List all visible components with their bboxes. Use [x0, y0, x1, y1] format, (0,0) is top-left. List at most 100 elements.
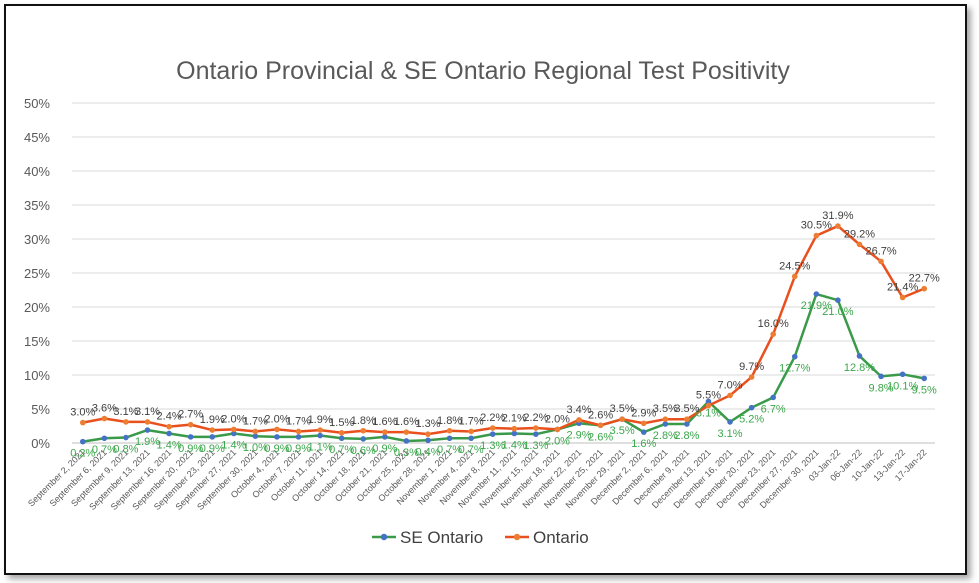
- data-label: 0.3%: [394, 447, 419, 459]
- data-label: 1.7%: [286, 415, 311, 427]
- data-label: 0.2%: [70, 448, 95, 460]
- data-point: [468, 428, 474, 435]
- data-label: 1.3%: [415, 418, 440, 430]
- gridlines: [72, 102, 935, 444]
- data-label: 3.5%: [674, 403, 699, 415]
- data-point: [209, 427, 216, 433]
- data-point: [317, 432, 323, 439]
- data-point: [791, 273, 798, 280]
- data-point: [187, 421, 194, 428]
- data-point: [748, 374, 755, 380]
- data-label: 12.7%: [779, 363, 810, 375]
- data-label: 2.9%: [631, 407, 656, 419]
- data-label: 24.5%: [779, 260, 810, 272]
- legend-label: Ontario: [533, 528, 589, 547]
- data-label: 3.5%: [653, 403, 678, 415]
- data-label: 3.1%: [113, 406, 138, 418]
- data-label: 12.8%: [844, 362, 875, 374]
- data-point: [231, 426, 237, 433]
- data-label: 6.7%: [761, 403, 786, 415]
- data-point: [425, 431, 431, 437]
- data-point: [295, 428, 302, 435]
- data-point: [727, 419, 733, 425]
- y-tick-label: 45%: [24, 130, 50, 145]
- data-label: 26.7%: [865, 245, 896, 257]
- data-point: [231, 430, 237, 437]
- data-point: [403, 438, 410, 444]
- data-point: [727, 392, 733, 399]
- data-point: [382, 429, 388, 435]
- data-point: [295, 434, 302, 440]
- data-label: 1.8%: [351, 415, 376, 427]
- data-point: [360, 427, 367, 434]
- data-label: 0.7%: [437, 444, 462, 456]
- data-label: 1.9%: [135, 436, 160, 448]
- data-label: 21.4%: [887, 281, 918, 293]
- chart-title: Ontario Provincial & SE Ontario Regional…: [176, 57, 790, 85]
- data-label: 2.0%: [545, 413, 570, 425]
- data-point: [813, 232, 820, 239]
- data-label: 1.6%: [372, 416, 397, 428]
- series-lines: [79, 223, 928, 445]
- data-point: [252, 433, 259, 440]
- data-point: [576, 417, 582, 423]
- data-point: [662, 421, 669, 427]
- data-label: 1.5%: [329, 417, 354, 429]
- data-label: 1.7%: [243, 415, 268, 427]
- data-label: 1.0%: [243, 442, 268, 454]
- data-label: 2.1%: [502, 413, 527, 425]
- data-label: 1.9%: [308, 414, 333, 426]
- data-label: 0.7%: [329, 444, 354, 456]
- data-point: [770, 331, 776, 338]
- y-tick-label: 10%: [24, 368, 50, 383]
- data-label: 0.9%: [372, 443, 397, 455]
- data-label: 2.7%: [178, 409, 203, 421]
- data-point: [835, 297, 841, 304]
- data-point: [856, 353, 863, 359]
- legend-marker: [513, 533, 521, 541]
- data-point: [144, 419, 151, 425]
- data-point: [511, 425, 518, 432]
- data-point: [748, 404, 755, 411]
- data-point: [252, 428, 259, 435]
- data-label: 2.6%: [588, 431, 613, 443]
- series-line-se-ontario: [82, 292, 925, 443]
- data-point: [144, 427, 151, 433]
- data-point: [662, 416, 669, 423]
- y-tick-label: 0%: [31, 436, 50, 451]
- data-label: 2.0%: [545, 435, 570, 447]
- data-label: 1.3%: [480, 440, 505, 452]
- legend: SE Ontario Ontario: [372, 528, 589, 547]
- data-label: 3.1%: [717, 428, 742, 440]
- data-point: [209, 434, 216, 440]
- y-tick-label: 5%: [31, 402, 50, 417]
- data-label: 3.0%: [70, 407, 95, 419]
- data-point: [511, 430, 518, 437]
- data-label: 3.5%: [610, 425, 635, 437]
- data-point: [813, 291, 820, 297]
- data-label: 10.1%: [887, 380, 918, 392]
- data-point: [166, 430, 172, 437]
- data-label: 1.3%: [523, 440, 548, 452]
- data-point: [446, 427, 453, 434]
- data-label: 1.7%: [459, 415, 484, 427]
- data-label: 2.0%: [221, 413, 246, 425]
- data-label: 3.5%: [610, 403, 635, 415]
- data-point: [403, 429, 410, 435]
- data-point: [878, 373, 884, 380]
- data-label: 9.5%: [912, 384, 937, 396]
- chart-frame: [4, 4, 967, 575]
- data-point: [856, 241, 863, 248]
- data-label: 0.9%: [264, 443, 289, 455]
- data-point: [640, 429, 647, 435]
- data-point: [899, 294, 906, 301]
- data-label: 2.0%: [264, 413, 289, 425]
- y-axis-ticks: 0% 5% 10% 15% 20% 25% 30% 35% 40% 45% 50%: [24, 96, 50, 451]
- data-point: [770, 394, 776, 401]
- data-point: [899, 371, 906, 378]
- y-tick-label: 35%: [24, 198, 50, 213]
- data-point: [338, 430, 345, 436]
- data-point: [791, 353, 798, 360]
- data-point: [79, 419, 86, 426]
- data-point: [123, 434, 129, 441]
